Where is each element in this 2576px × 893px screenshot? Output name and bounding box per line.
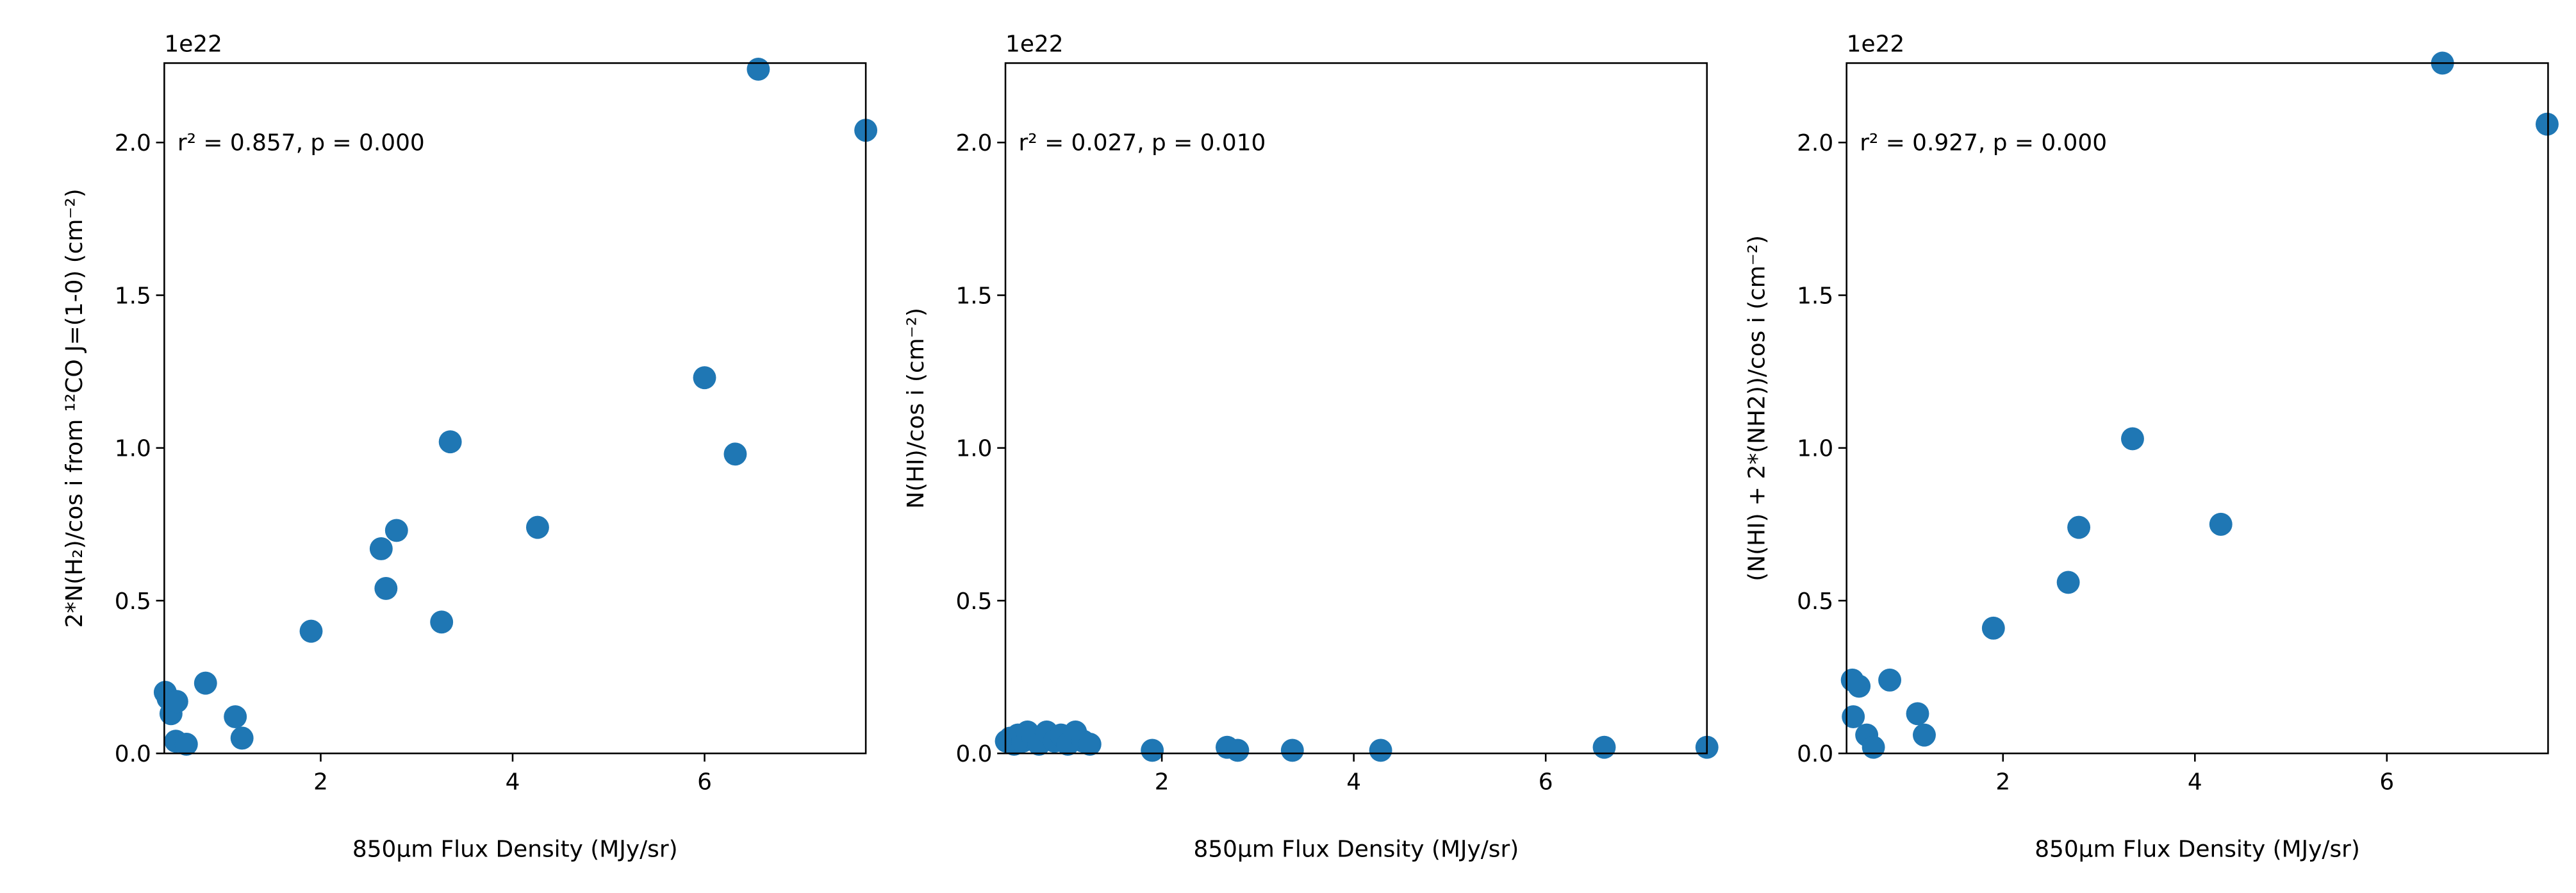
x-tick-label: 2 <box>1155 769 1169 796</box>
scatter-point <box>1078 732 1102 756</box>
scatter-point <box>174 732 198 756</box>
scatter-point <box>1141 739 1164 762</box>
x-tick-label: 2 <box>313 769 328 796</box>
y-tick-label: 1.5 <box>955 283 992 309</box>
x-tick-label: 6 <box>2379 769 2394 796</box>
y-tick-label: 0.5 <box>1797 588 1833 615</box>
x-axis-label: 850μm Flux Density (MJy/sr) <box>352 837 678 863</box>
x-tick-label: 4 <box>1346 769 1361 796</box>
scatter-point <box>1906 702 1929 726</box>
axes-frame <box>163 62 867 755</box>
annotation: r² = 0.027, p = 0.010 <box>1019 129 1266 156</box>
scatter-point <box>1226 739 1250 762</box>
scatter-point <box>2067 515 2091 539</box>
y-axis-label: (N(HI) + 2*(NH2))/cos i (cm⁻²) <box>1744 235 1770 581</box>
scatter-point <box>230 726 254 750</box>
axes-frame <box>1004 62 1708 755</box>
scatter-point <box>1862 735 1885 759</box>
annotation: r² = 0.857, p = 0.000 <box>178 129 425 156</box>
scatter-point <box>369 537 393 560</box>
y-axis-label: 2*N(H₂)/cos i from ¹²CO J=(1-0) (cm⁻²) <box>62 188 88 628</box>
scatter-point <box>1981 616 2005 640</box>
y-tick-label: 1.0 <box>1797 436 1833 462</box>
x-axis-label: 850μm Flux Density (MJy/sr) <box>2035 837 2360 863</box>
scatter-point <box>2121 427 2144 451</box>
scatter-point <box>1842 705 1865 728</box>
x-axis-label: 850μm Flux Density (MJy/sr) <box>1194 837 1519 863</box>
y-tick-label: 0.5 <box>115 588 151 615</box>
scatter-point <box>224 705 247 728</box>
scatter-point <box>693 366 716 390</box>
y-tick-label: 2.0 <box>115 130 151 156</box>
scatter-point <box>1878 668 1902 692</box>
y-tick-label: 2.0 <box>1797 130 1833 156</box>
scatter-point <box>1369 739 1392 762</box>
axes-frame <box>1845 62 2549 755</box>
scatter-point <box>525 515 549 539</box>
scatter-point <box>374 576 398 600</box>
y-axis-label: N(HI)/cos i (cm⁻²) <box>903 308 929 509</box>
offset-text: 1e22 <box>164 31 222 57</box>
scatter-point <box>299 619 323 643</box>
y-tick-label: 0.0 <box>1797 741 1833 767</box>
scatter-point <box>2209 512 2233 536</box>
x-tick-label: 6 <box>697 769 712 796</box>
scatter-point <box>438 430 462 454</box>
x-tick-label: 2 <box>1995 769 2010 796</box>
scatter-point <box>1847 674 1871 698</box>
scatter-point <box>2535 112 2559 136</box>
y-tick-label: 0.5 <box>955 588 992 615</box>
offset-text: 1e22 <box>1847 31 1905 57</box>
y-tick-label: 1.0 <box>955 436 992 462</box>
scatter-point <box>384 519 408 542</box>
scatter-point <box>747 58 770 81</box>
scatter-point <box>1913 723 1936 747</box>
scatter-point <box>723 442 747 466</box>
y-tick-label: 1.0 <box>115 436 151 462</box>
scatter-point <box>2056 571 2080 594</box>
x-tick-label: 6 <box>1539 769 1553 796</box>
scatter-point <box>430 610 454 634</box>
scatter-point <box>1592 735 1616 759</box>
scatter-point <box>1280 739 1304 762</box>
y-tick-label: 1.5 <box>1797 283 1833 309</box>
y-tick-label: 1.5 <box>115 283 151 309</box>
annotation: r² = 0.927, p = 0.000 <box>1860 129 2107 156</box>
y-tick-label: 0.0 <box>955 741 992 767</box>
y-tick-label: 0.0 <box>115 741 151 767</box>
y-tick-label: 2.0 <box>955 130 992 156</box>
scatter-point <box>194 671 217 695</box>
offset-text: 1e22 <box>1005 31 1064 57</box>
scatter-point <box>165 690 188 714</box>
x-tick-label: 4 <box>2188 769 2202 796</box>
x-tick-label: 4 <box>506 769 520 796</box>
